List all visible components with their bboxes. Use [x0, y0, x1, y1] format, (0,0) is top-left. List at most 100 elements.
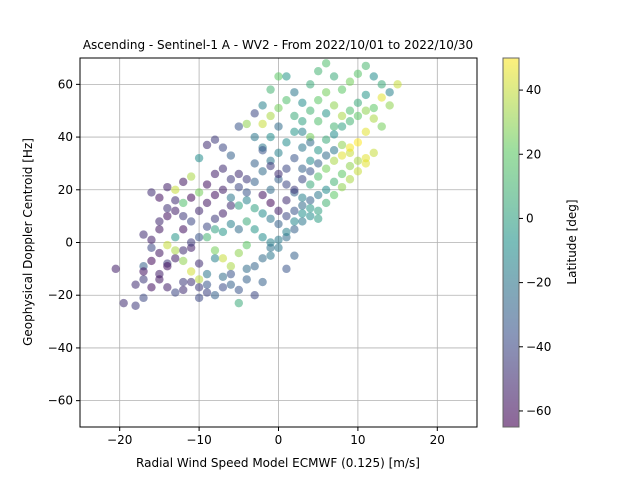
scatter-point — [234, 298, 243, 308]
scatter-point — [258, 233, 267, 242]
scatter-point — [314, 117, 323, 126]
scatter-point — [210, 225, 220, 234]
scatter-point — [194, 188, 204, 197]
scatter-point — [353, 167, 363, 176]
scatter-point — [274, 72, 283, 81]
scatter-point — [250, 109, 259, 118]
scatter-point — [345, 117, 355, 126]
scatter-point — [282, 164, 291, 173]
scatter-point — [210, 135, 220, 144]
scatter-point — [290, 153, 299, 163]
scatter-point — [226, 280, 236, 289]
scatter-point — [329, 101, 339, 110]
scatter-point — [306, 167, 315, 176]
colorbar-tick-label: −60 — [526, 404, 551, 418]
scatter-point — [250, 159, 259, 168]
scatter-point — [111, 264, 120, 274]
scatter-point — [337, 182, 347, 192]
scatter-point — [163, 211, 172, 221]
scatter-point — [361, 127, 371, 136]
scatter-point — [186, 172, 196, 181]
scatter-point — [218, 185, 228, 194]
scatter-point — [321, 109, 331, 118]
scatter-point — [163, 182, 172, 192]
scatter-point — [266, 111, 275, 121]
scatter-point — [258, 254, 267, 263]
scatter-point — [226, 151, 236, 160]
scatter-point — [131, 301, 140, 310]
scatter-point — [274, 122, 283, 131]
scatter-point — [226, 269, 236, 279]
scatter-point — [242, 188, 251, 197]
scatter-point — [202, 180, 212, 189]
scatter-point — [139, 293, 148, 303]
scatter-point — [306, 204, 315, 213]
scatter-point — [298, 217, 307, 226]
scatter-point — [361, 61, 371, 71]
scatter-point — [242, 275, 251, 284]
scatter-point — [282, 95, 291, 105]
scatter-point — [329, 72, 339, 81]
scatter-point — [290, 185, 299, 194]
scatter-point — [179, 211, 188, 221]
y-axis-ticks: −60 −40 −20 0 20 40 60 — [48, 77, 80, 408]
scatter-point — [155, 193, 164, 202]
scatter-point — [361, 106, 371, 115]
scatter-point — [306, 196, 315, 205]
scatter-point — [186, 267, 196, 276]
scatter-point — [139, 230, 148, 239]
scatter-point — [290, 127, 299, 136]
scatter-point — [266, 132, 275, 142]
scatter-point — [194, 275, 204, 284]
y-tick-label: 0 — [65, 236, 73, 250]
scatter-point — [171, 254, 180, 263]
scatter-point — [194, 153, 204, 163]
scatter-point — [218, 272, 228, 281]
x-axis-ticks: −20 −10 0 10 20 — [107, 427, 445, 447]
x-axis-label: Radial Wind Speed Model ECMWF (0.125) [m… — [136, 456, 420, 470]
scatter-point — [258, 209, 267, 218]
scatter-point — [337, 122, 347, 131]
scatter-point — [329, 177, 339, 187]
scatter-point — [306, 180, 315, 189]
scatter-point — [337, 151, 347, 160]
scatter-point — [258, 167, 267, 176]
scatter-point — [202, 222, 212, 231]
scatter-point — [147, 256, 156, 266]
scatter-point — [234, 248, 243, 258]
y-tick-label: −20 — [48, 288, 73, 302]
scatter-point — [242, 196, 251, 205]
y-tick-label: 60 — [58, 77, 73, 91]
scatter-point — [314, 172, 323, 181]
scatter-point — [314, 95, 323, 105]
scatter-point — [353, 69, 363, 79]
scatter-point — [369, 114, 378, 123]
scatter-point — [321, 185, 331, 194]
scatter-point — [306, 138, 315, 147]
scatter-point — [298, 193, 307, 202]
scatter-point — [274, 103, 283, 113]
scatter-point — [282, 227, 291, 237]
scatter-point — [353, 111, 363, 121]
colorbar-tick-label: −40 — [526, 340, 551, 354]
scatter-point — [202, 269, 212, 279]
scatter-point — [337, 140, 347, 150]
scatter-point — [179, 246, 188, 255]
colorbar-tick-label: 0 — [526, 211, 534, 225]
scatter-point — [266, 214, 275, 223]
colorbar — [502, 57, 520, 428]
scatter-point — [155, 248, 164, 258]
scatter-point — [321, 135, 331, 144]
scatter-point — [179, 277, 188, 287]
scatter-point — [210, 254, 220, 263]
scatter-point — [274, 235, 283, 245]
scatter-point — [250, 225, 259, 234]
scatter-point — [242, 175, 251, 184]
scatter-point — [210, 246, 220, 255]
scatter-point — [210, 291, 220, 300]
scatter-point — [226, 193, 236, 202]
scatter-point — [186, 238, 196, 247]
scatter-point — [353, 98, 363, 108]
scatter-point — [353, 138, 363, 147]
scatter-point — [290, 225, 299, 234]
